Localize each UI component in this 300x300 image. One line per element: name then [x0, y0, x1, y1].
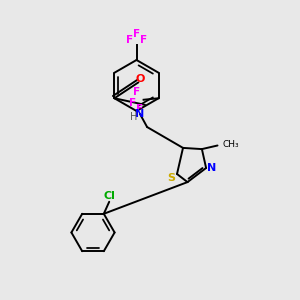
Text: N: N — [135, 109, 145, 119]
Text: CH₃: CH₃ — [223, 140, 239, 148]
Text: F: F — [136, 104, 142, 114]
Text: F: F — [140, 34, 147, 45]
Text: F: F — [126, 34, 134, 45]
Text: O: O — [135, 74, 145, 84]
Text: F: F — [129, 98, 136, 108]
Text: H: H — [130, 112, 138, 122]
Text: F: F — [133, 28, 140, 39]
Text: F: F — [134, 87, 140, 97]
Text: Cl: Cl — [103, 191, 115, 201]
Text: S: S — [168, 172, 176, 183]
Text: N: N — [207, 163, 216, 173]
